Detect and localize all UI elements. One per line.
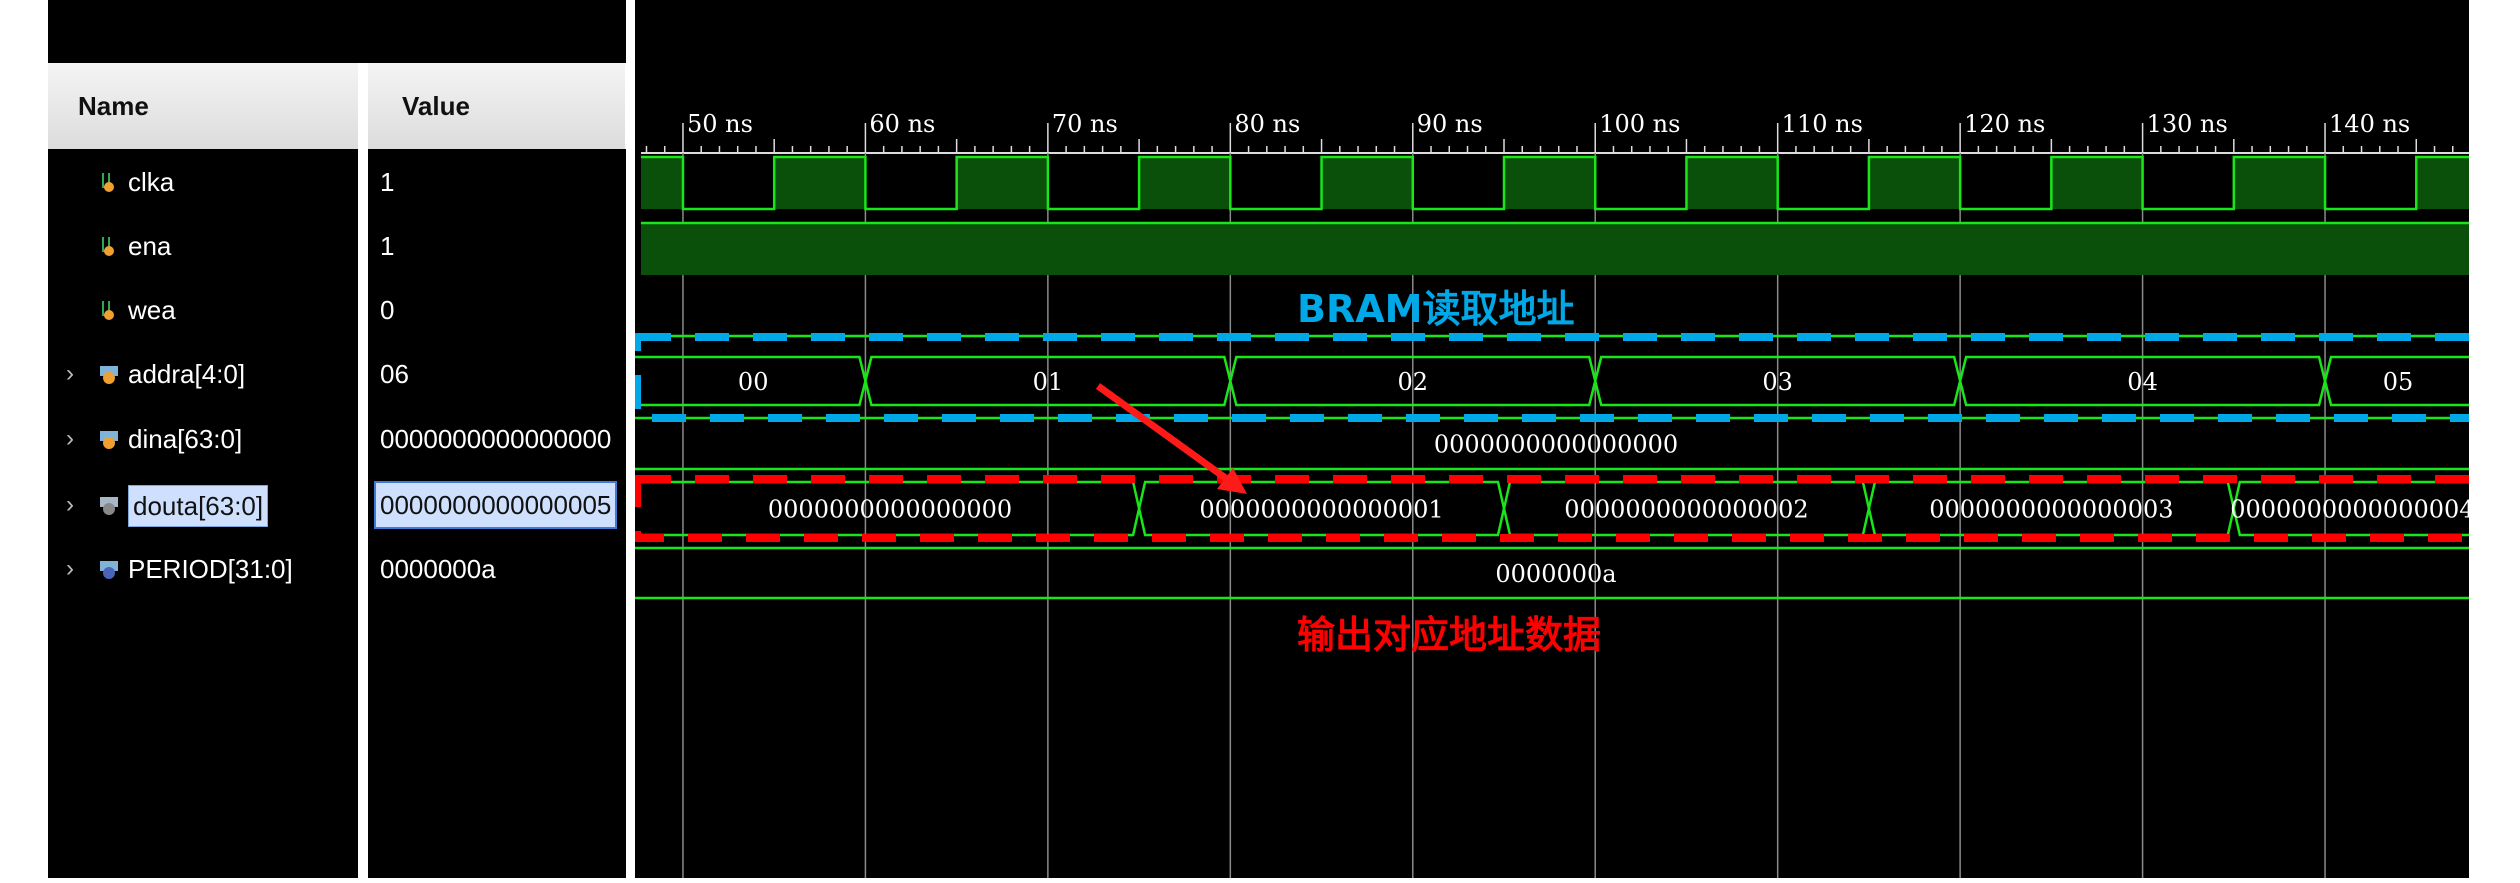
signal-row[interactable]: › douta[63:0] bbox=[48, 485, 358, 527]
wave-high-fill bbox=[1504, 157, 1596, 209]
name-header-label: Name bbox=[78, 91, 149, 121]
dina-segment-value: 0000000000000000 bbox=[1434, 431, 1678, 459]
constant-bus-icon bbox=[100, 561, 118, 579]
output-annotation: 输出对应地址数据 bbox=[1297, 613, 1602, 657]
douta-segment-value: 0000000000000002 bbox=[1564, 496, 1808, 524]
douta-segment-value: 0000000000000001 bbox=[1199, 496, 1443, 524]
wave-high-fill bbox=[641, 157, 683, 209]
PERIOD-segment-value: 0000000a bbox=[1495, 560, 1616, 588]
ruler-label: 50 ns bbox=[687, 110, 753, 138]
signal-name: dina[63:0] bbox=[128, 424, 243, 454]
signal-row[interactable]: › PERIOD[31:0] bbox=[48, 549, 358, 589]
signal-value-row[interactable]: 0000000a bbox=[368, 549, 626, 589]
expand-chevron-icon[interactable]: › bbox=[66, 425, 74, 452]
addra-segment bbox=[1229, 355, 1597, 407]
bit-signal-icon bbox=[102, 173, 114, 192]
addra-segment-value: 05 bbox=[2383, 368, 2414, 396]
value-header-label: Value bbox=[402, 91, 470, 121]
ruler-label: 100 ns bbox=[1599, 110, 1680, 138]
toolbar-area bbox=[48, 0, 626, 63]
signal-value: 1 bbox=[380, 231, 395, 261]
addra-segment-value: 02 bbox=[1398, 368, 1429, 396]
signal-value-row[interactable]: 0000000000000000 bbox=[368, 419, 626, 459]
douta-segment bbox=[2232, 480, 2520, 537]
addra-segment bbox=[2323, 355, 2520, 407]
wave-high-fill bbox=[774, 157, 866, 209]
signal-row[interactable]: ena bbox=[48, 226, 358, 266]
signal-row[interactable]: wea bbox=[48, 290, 358, 330]
signal-row[interactable]: › addra[4:0] bbox=[48, 354, 358, 394]
wave-high-fill bbox=[641, 223, 2471, 275]
bus-signal-icon bbox=[100, 431, 118, 449]
signal-value: 1 bbox=[380, 167, 395, 197]
addra-segment bbox=[1593, 355, 1962, 407]
signal-value-row[interactable]: 06 bbox=[368, 354, 626, 394]
ruler-label: 140 ns bbox=[2329, 110, 2410, 138]
signal-value: 06 bbox=[380, 359, 409, 389]
clka-wave bbox=[641, 155, 2471, 211]
wave-high-fill bbox=[1868, 157, 1961, 209]
ruler-label: 90 ns bbox=[1417, 110, 1483, 138]
ruler-label: 130 ns bbox=[2147, 110, 2228, 138]
wave-high-fill bbox=[956, 157, 1048, 209]
addra-segment-value: 01 bbox=[1033, 368, 1064, 396]
bit-signal-icon bbox=[102, 301, 114, 320]
waveform-canvas[interactable]: 50 ns 60 ns 70 ns 80 ns 90 ns 100 ns 110 ns 120… bbox=[619, 0, 2520, 878]
expand-chevron-icon[interactable]: › bbox=[66, 491, 74, 518]
wave-high-fill bbox=[2416, 157, 2471, 209]
ruler-label: 110 ns bbox=[1782, 110, 1863, 138]
wave-high-fill bbox=[1321, 157, 1413, 209]
signal-name: wea bbox=[128, 295, 176, 325]
signal-name: douta[63:0] bbox=[128, 485, 269, 527]
address-annotation: BRAM读取地址 bbox=[1297, 287, 1575, 331]
addra-segment bbox=[1958, 355, 2327, 407]
expand-chevron-icon[interactable]: › bbox=[66, 360, 74, 387]
value-column-header[interactable]: Value bbox=[368, 63, 625, 150]
output-bus-icon bbox=[100, 497, 118, 515]
waveform-view[interactable]: 50 ns 60 ns 70 ns 80 ns 90 ns 100 ns 110 ns 120… bbox=[619, 0, 2520, 878]
red-arrow-head-icon bbox=[1217, 468, 1247, 494]
signal-value: 0000000000000000 bbox=[380, 424, 612, 454]
signal-name: PERIOD[31:0] bbox=[128, 554, 293, 584]
douta-segment-value: 0000000000000003 bbox=[1929, 496, 2173, 524]
addra-segment-value: 04 bbox=[2127, 368, 2158, 396]
signal-value: 0 bbox=[380, 295, 395, 325]
name-column-header[interactable]: Name bbox=[48, 63, 358, 150]
wave-high-fill bbox=[1139, 157, 1231, 209]
signal-name: clka bbox=[128, 167, 175, 197]
signal-name: ena bbox=[128, 231, 172, 261]
red-arrow-shaft bbox=[1095, 383, 1234, 485]
signal-value-row[interactable]: 1 bbox=[368, 226, 626, 266]
ruler-label: 70 ns bbox=[1052, 110, 1118, 138]
bit-signal-icon bbox=[102, 237, 114, 256]
ruler-label: 60 ns bbox=[869, 110, 935, 138]
addra-segment-value: 03 bbox=[1762, 368, 1793, 396]
waveform-right-edge bbox=[2469, 0, 2471, 878]
signal-value-list: 1 1 0 06 0000000000000000 0000000000000005 000… bbox=[368, 149, 626, 878]
douta-segment-value: 0000000000000000 bbox=[768, 496, 1012, 524]
signal-row[interactable]: clka bbox=[48, 162, 358, 202]
signal-value: 0000000a bbox=[380, 554, 496, 584]
signal-row[interactable]: › dina[63:0] bbox=[48, 419, 358, 459]
addra-segment bbox=[864, 355, 1232, 407]
expand-chevron-icon[interactable]: › bbox=[66, 555, 74, 582]
wave-high-fill bbox=[2233, 157, 2326, 209]
douta-segment bbox=[1137, 480, 1506, 537]
signal-value-row[interactable]: 0000000000000005 bbox=[368, 481, 626, 529]
signal-value-row[interactable]: 1 bbox=[368, 162, 626, 202]
signal-value-row[interactable]: 0 bbox=[368, 290, 626, 330]
signal-name: addra[4:0] bbox=[128, 359, 246, 389]
ruler-label: 120 ns bbox=[1964, 110, 2045, 138]
wave-high-fill bbox=[1686, 157, 1778, 209]
column-divider[interactable] bbox=[358, 149, 368, 878]
wave-high-fill bbox=[2051, 157, 2143, 209]
addra-segment-value: 00 bbox=[738, 368, 769, 396]
signal-name-list: clka ena wea › addra[4:0] › dina[63:0] › douta[6… bbox=[48, 149, 358, 878]
signal-value: 0000000000000005 bbox=[374, 481, 618, 529]
ruler-label: 80 ns bbox=[1234, 110, 1300, 138]
douta-segment-value: 0000000000000004 bbox=[2230, 496, 2471, 524]
bus-signal-icon bbox=[100, 366, 118, 384]
